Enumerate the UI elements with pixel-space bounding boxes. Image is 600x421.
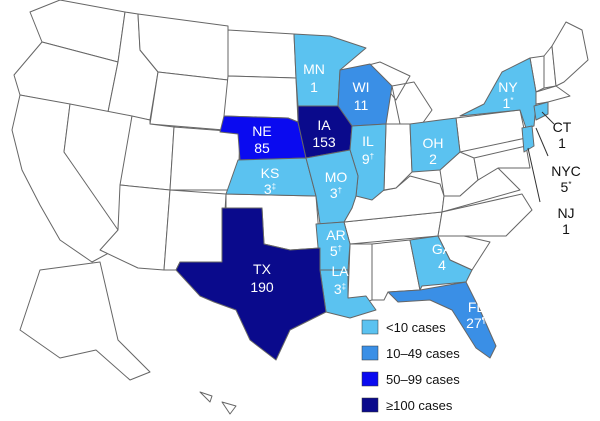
svg-text:OH: OH <box>423 135 444 151</box>
svg-text:NJ: NJ <box>557 205 574 221</box>
state-CT <box>533 101 549 121</box>
state-NJ <box>521 125 535 153</box>
svg-text:MO: MO <box>325 169 348 185</box>
svg-text:5†: 5† <box>330 243 342 259</box>
state-OH <box>409 117 461 173</box>
svg-text:CT: CT <box>553 119 572 135</box>
svg-text:1: 1 <box>558 135 566 151</box>
svg-text:153: 153 <box>312 134 336 150</box>
legend-item-ge100: ≥100 cases <box>361 397 453 413</box>
state-NM <box>163 189 227 271</box>
legend-item-10-49: 10–49 cases <box>361 345 460 361</box>
legend-item-50-99: 50–99 cases <box>361 371 460 387</box>
state-WY <box>149 71 229 131</box>
state-PA <box>455 109 527 153</box>
state-MD-DE <box>473 145 531 181</box>
svg-text:FL: FL <box>468 299 485 315</box>
background-states <box>11 0 589 415</box>
label-KS: KS 3‡ <box>261 165 280 197</box>
state-labels: MN 1 WI 11 NY 1* NE 85 IA 153 IL 9† OH 2… <box>250 61 518 331</box>
svg-text:GA: GA <box>432 241 453 257</box>
label-NYC: NYC 5* <box>551 163 581 195</box>
svg-text:50–99 cases: 50–99 cases <box>386 372 460 387</box>
case-states <box>175 33 549 361</box>
state-CO <box>169 126 241 191</box>
label-WI: WI 11 <box>352 79 369 113</box>
svg-text:1: 1 <box>562 221 570 237</box>
state-MS <box>347 243 373 305</box>
svg-text:NYC: NYC <box>551 163 581 179</box>
state-NY <box>459 57 537 129</box>
svg-text:2: 2 <box>429 151 437 167</box>
svg-text:KS: KS <box>261 165 280 181</box>
legend-swatch <box>361 371 379 387</box>
svg-text:3†: 3† <box>330 185 342 201</box>
legend-swatch <box>361 397 379 413</box>
label-OH: OH 2 <box>423 135 444 167</box>
svg-text:TX: TX <box>253 261 272 277</box>
label-AR: AR 5† <box>326 227 345 259</box>
svg-text:190: 190 <box>250 279 274 295</box>
label-GA: GA 4 <box>432 241 453 273</box>
label-IA: IA 153 <box>312 117 336 150</box>
legend: <10 cases 10–49 cases 50–99 cases ≥100 c… <box>361 319 460 413</box>
svg-text:MN: MN <box>303 61 325 77</box>
state-HI <box>199 391 237 415</box>
svg-text:3‡: 3‡ <box>264 181 276 197</box>
state-FL <box>387 281 497 359</box>
state-SD <box>223 75 299 123</box>
svg-text:5*: 5* <box>561 179 572 195</box>
svg-text:11: 11 <box>354 97 369 113</box>
svg-text:≥100 cases: ≥100 cases <box>386 398 453 413</box>
svg-text:NE: NE <box>252 123 271 139</box>
label-IL: IL 9† <box>362 133 374 167</box>
state-MO <box>305 149 359 225</box>
label-CT: CT 1 <box>553 119 572 151</box>
svg-text:4: 4 <box>438 257 446 273</box>
svg-text:IA: IA <box>317 117 331 133</box>
legend-swatch <box>361 345 379 361</box>
label-TX: TX 190 <box>250 261 274 295</box>
state-TX <box>175 207 327 361</box>
state-AK <box>19 261 151 381</box>
callout-labels: CT 1 NYC 5* NJ 1 <box>527 111 581 237</box>
svg-text:1*: 1* <box>503 95 514 111</box>
svg-text:9†: 9† <box>362 151 374 167</box>
svg-text:AR: AR <box>326 227 345 243</box>
svg-text:1: 1 <box>310 79 318 95</box>
label-MO: MO 3† <box>325 169 348 201</box>
label-MN: MN 1 <box>303 61 325 95</box>
legend-swatch <box>361 319 379 335</box>
label-FL: FL 27¶ <box>466 299 486 331</box>
state-ME <box>551 21 589 87</box>
svg-text:<10 cases: <10 cases <box>386 320 446 335</box>
svg-text:3‡: 3‡ <box>334 281 346 297</box>
svg-text:LA: LA <box>331 263 349 279</box>
svg-text:IL: IL <box>362 133 374 149</box>
label-LA: LA 3‡ <box>331 263 349 297</box>
state-GA <box>409 235 473 291</box>
state-ND <box>227 29 297 79</box>
label-NY: NY 1* <box>498 79 518 111</box>
state-LA <box>319 269 377 319</box>
label-NE: NE 85 <box>252 123 271 156</box>
legend-item-lt10: <10 cases <box>361 319 446 335</box>
svg-text:NY: NY <box>498 79 518 95</box>
svg-text:10–49 cases: 10–49 cases <box>386 346 460 361</box>
svg-text:27¶: 27¶ <box>466 315 486 331</box>
svg-text:85: 85 <box>254 140 270 156</box>
svg-text:WI: WI <box>352 79 369 95</box>
label-NJ: NJ 1 <box>557 205 574 237</box>
